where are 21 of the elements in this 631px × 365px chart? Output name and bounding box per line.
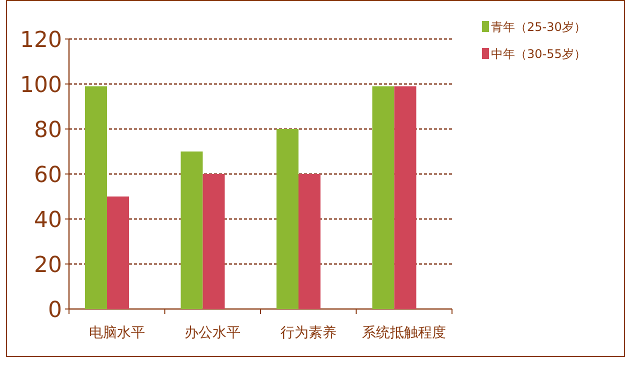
x-tick-label: 行为素养 [280, 325, 336, 341]
bar [107, 196, 129, 309]
y-tick-label: 100 [20, 73, 62, 98]
bar [180, 152, 203, 309]
x-tick-label: 办公水平 [184, 325, 241, 341]
bar [202, 174, 225, 309]
bar [85, 86, 107, 309]
bar [298, 174, 320, 309]
y-tick-label: 120 [20, 28, 62, 53]
bar [372, 86, 394, 309]
legend-label: 青年（25-30岁） [491, 20, 586, 34]
y-tick-label: 20 [34, 253, 62, 278]
legend-label: 中年（30-55岁） [491, 47, 586, 61]
bar [276, 129, 298, 309]
y-tick-label: 40 [34, 208, 62, 233]
bar [394, 86, 416, 309]
x-tick-label: 系统抵触程度 [362, 325, 446, 341]
y-tick-label: 0 [48, 298, 62, 323]
y-tick-label: 60 [34, 163, 62, 188]
x-tick-label: 电脑水平 [88, 325, 145, 341]
y-tick-label: 80 [34, 118, 62, 143]
